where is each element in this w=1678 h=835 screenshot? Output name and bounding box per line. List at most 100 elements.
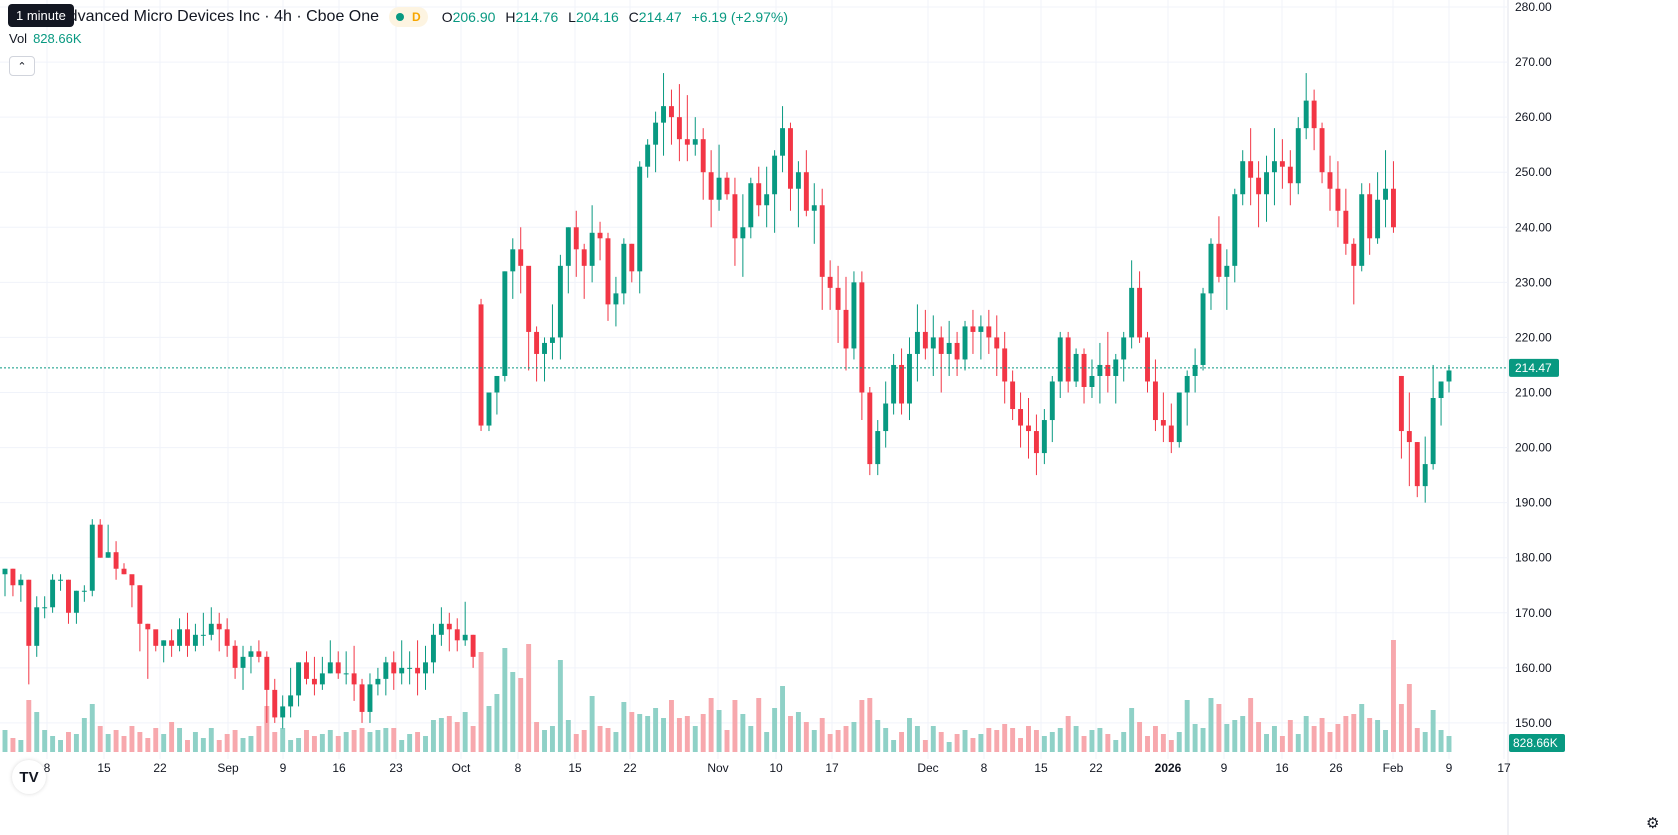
- candle-body: [415, 667, 421, 674]
- candle-body: [399, 667, 405, 674]
- candle-body: [296, 662, 302, 696]
- candle-body: [1303, 100, 1309, 129]
- candle-body: [819, 205, 825, 277]
- candle-body: [1192, 364, 1198, 376]
- candle-body: [589, 232, 595, 266]
- volume-bar: [676, 718, 682, 752]
- volume-bar: [423, 736, 428, 752]
- open-label: O: [441, 9, 453, 25]
- volume-bar: [1319, 718, 1325, 752]
- candle-body: [724, 177, 730, 195]
- volume-bar: [232, 730, 238, 752]
- volume-bar: [454, 722, 460, 752]
- volume-bar: [1343, 716, 1349, 752]
- candle-body: [383, 662, 389, 679]
- candle-body: [1391, 188, 1396, 228]
- settings-gear-icon[interactable]: ⚙: [1646, 815, 1660, 832]
- candle-body: [343, 673, 349, 675]
- volume-bar: [192, 732, 198, 752]
- candle-body: [430, 634, 436, 663]
- candle-body: [224, 629, 230, 646]
- candle-body: [962, 326, 968, 360]
- last-volume-label: 828.66K: [1513, 736, 1558, 750]
- volume-bar: [1264, 734, 1269, 752]
- candle-body: [1137, 287, 1143, 338]
- candle-body: [311, 678, 317, 685]
- candle-body: [534, 331, 540, 354]
- volume-bar: [1041, 736, 1047, 752]
- tradingview-logo-icon[interactable]: TV: [12, 760, 46, 794]
- candle-body: [978, 326, 984, 332]
- time-tick-label: Dec: [917, 761, 938, 775]
- volume-bar: [1414, 728, 1420, 752]
- candle-body: [391, 662, 397, 674]
- high-label: H: [505, 9, 516, 25]
- candle-body: [629, 243, 635, 272]
- price-tick-label: 180.00: [1515, 551, 1552, 565]
- candle-body: [1271, 161, 1277, 173]
- volume-bar: [42, 730, 48, 752]
- candle-body: [327, 662, 333, 674]
- volume-bar: [1184, 700, 1190, 752]
- candle-body: [1240, 161, 1246, 195]
- volume-bar: [256, 726, 262, 752]
- volume-bar: [669, 700, 674, 752]
- volume-bars: [2, 640, 1452, 752]
- volume-bar: [430, 720, 436, 752]
- volume-bar: [843, 726, 849, 752]
- volume-bar: [748, 726, 754, 752]
- collapse-legend-button[interactable]: ⌃: [9, 56, 35, 76]
- last-volume-box: [1509, 734, 1565, 752]
- candle-body: [1216, 243, 1222, 277]
- volume-bar: [978, 734, 984, 752]
- candle-body: [692, 139, 698, 145]
- symbol-title[interactable]: Advanced Micro Devices Inc · 4h · Cboe O…: [58, 8, 380, 25]
- candle-body: [137, 585, 143, 624]
- candle-body: [359, 684, 365, 712]
- volume-bar: [351, 730, 357, 752]
- candle-body: [1319, 128, 1325, 173]
- price-axis[interactable]: 150.00 160.00 170.00 180.00 190.00 200.00 210.…: [1515, 0, 1552, 730]
- time-axis[interactable]: 8 15 22 Sep 9 16 23 Oct 8 15 22 Nov 10 17 Dec 8 15 22 2026…: [44, 761, 1511, 775]
- volume-bar: [565, 720, 571, 752]
- volume-bar: [502, 648, 508, 752]
- volume-bar: [1430, 710, 1436, 752]
- candle-body: [280, 706, 286, 718]
- candle-body: [1081, 353, 1087, 387]
- low-value: 204.16: [575, 9, 619, 25]
- candle-body: [883, 403, 889, 432]
- interval-badge: D: [412, 10, 421, 24]
- candle-body: [1327, 172, 1333, 189]
- candle-body: [732, 194, 738, 239]
- volume-bar: [970, 738, 976, 752]
- volume-bar: [1216, 704, 1222, 752]
- candle-body: [946, 342, 952, 354]
- volume-bar: [486, 706, 492, 752]
- candle-body: [1256, 177, 1262, 195]
- volume-bar: [1224, 724, 1230, 752]
- volume-bar: [851, 722, 857, 752]
- time-tick-label: 22: [153, 761, 167, 775]
- candle-body: [1383, 188, 1388, 200]
- volume-bar: [605, 728, 611, 752]
- volume-bar: [803, 722, 809, 752]
- volume-bar: [891, 740, 897, 752]
- candle-body: [1422, 464, 1428, 487]
- volume-bar: [1248, 698, 1254, 752]
- high-value: 214.76: [515, 9, 559, 25]
- candle-body: [780, 128, 785, 156]
- volume-bar: [1295, 734, 1301, 752]
- time-tick-label: 10: [769, 761, 783, 775]
- candle-body: [954, 342, 960, 360]
- volume-bar: [81, 718, 87, 752]
- volume-bar: [1383, 730, 1388, 752]
- interval-tooltip: 1 minute: [8, 4, 74, 27]
- volume-bar: [1160, 734, 1166, 752]
- market-status-badge[interactable]: D: [389, 7, 428, 27]
- volume-bar: [859, 700, 865, 752]
- candle-body: [930, 337, 936, 349]
- candle-body: [581, 249, 587, 266]
- volume-bar: [629, 712, 635, 752]
- candle-body: [1264, 172, 1269, 195]
